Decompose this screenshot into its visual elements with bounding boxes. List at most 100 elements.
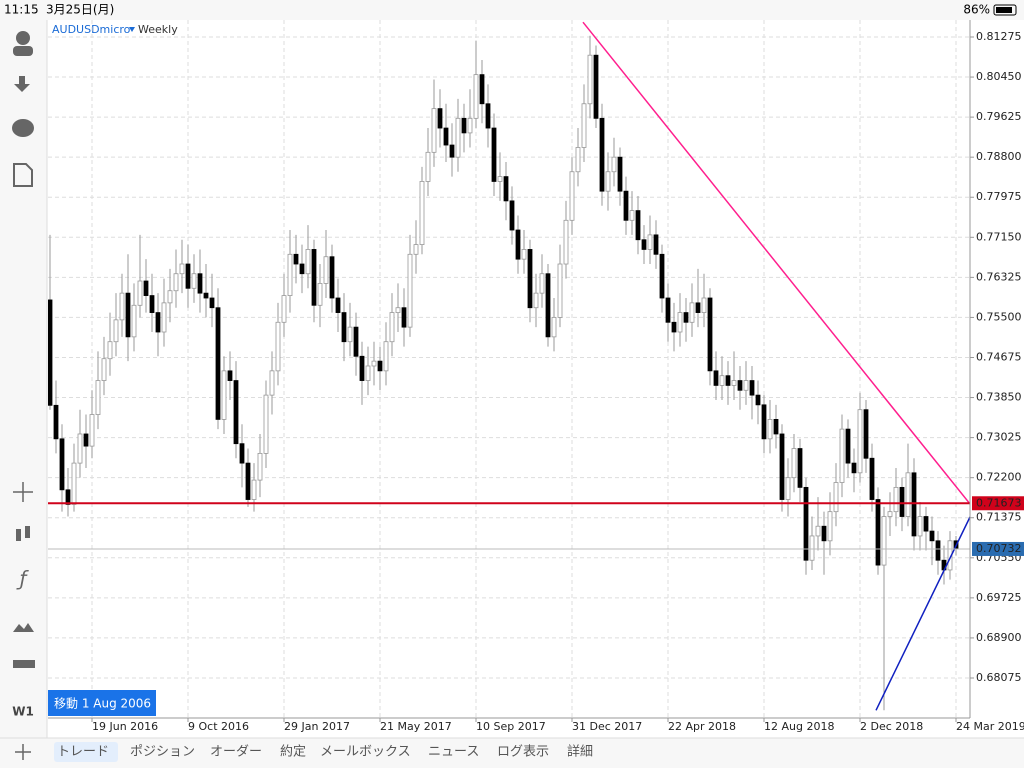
candle-body bbox=[287, 253, 293, 296]
y-tick-label: 0.75500 bbox=[976, 310, 1022, 323]
candle-body bbox=[359, 355, 365, 381]
candle-body bbox=[227, 370, 233, 381]
account-icon-body[interactable] bbox=[13, 46, 33, 56]
candle-body bbox=[491, 127, 497, 182]
crosshair-icon[interactable] bbox=[13, 482, 33, 502]
candle-body bbox=[251, 479, 257, 500]
y-tick-label: 0.77150 bbox=[976, 230, 1022, 243]
candle-body bbox=[803, 486, 809, 561]
tab[interactable]: オーダー bbox=[210, 745, 262, 760]
add-button[interactable] bbox=[15, 744, 31, 760]
trend-line bbox=[875, 515, 970, 711]
trade-icon[interactable] bbox=[14, 76, 30, 92]
toolbar-icons[interactable]: ƒ bbox=[12, 31, 35, 668]
candle-body bbox=[743, 380, 749, 391]
tab[interactable]: 詳細 bbox=[567, 744, 593, 760]
y-tick-label: 0.69725 bbox=[976, 591, 1022, 604]
candle-body bbox=[179, 263, 185, 275]
candle-body bbox=[653, 234, 659, 255]
tab[interactable]: メールボックス bbox=[320, 745, 411, 760]
candle-body bbox=[443, 127, 449, 146]
candle-body bbox=[119, 292, 125, 321]
plot-area bbox=[48, 20, 970, 718]
candle-body bbox=[677, 312, 683, 333]
candle-body bbox=[173, 273, 179, 292]
candle-body bbox=[605, 171, 611, 192]
y-tick-label: 0.71375 bbox=[976, 511, 1022, 524]
candle-body bbox=[869, 457, 875, 500]
y-tick-label: 0.80450 bbox=[976, 70, 1022, 83]
candle-body bbox=[815, 525, 821, 537]
candle-body bbox=[617, 156, 623, 192]
candle-body bbox=[107, 341, 113, 360]
candle-body bbox=[749, 380, 755, 396]
candle-body bbox=[53, 404, 59, 440]
y-tick-label: 0.77975 bbox=[976, 190, 1022, 203]
symbol-dropdown[interactable] bbox=[129, 27, 135, 32]
candle-body bbox=[215, 307, 221, 420]
candle-body bbox=[395, 307, 401, 313]
candle-body bbox=[659, 253, 665, 299]
price-tag-label: 0.71673 bbox=[976, 496, 1022, 509]
candle-body bbox=[413, 244, 419, 255]
tab[interactable]: ログ表示 bbox=[497, 745, 549, 760]
candle-body bbox=[467, 117, 473, 134]
candle-body bbox=[635, 210, 641, 241]
symbol-name[interactable]: AUDUSDmicro bbox=[52, 23, 131, 36]
new-order-icon[interactable] bbox=[13, 163, 33, 187]
x-tick-label: 12 Aug 2018 bbox=[764, 720, 834, 733]
candle-body bbox=[323, 256, 329, 284]
candle-body bbox=[311, 249, 317, 306]
candle-body bbox=[899, 486, 905, 517]
x-tick-label: 22 Apr 2018 bbox=[668, 720, 736, 733]
x-tick-label: 10 Sep 2017 bbox=[476, 720, 546, 733]
candle-body bbox=[263, 394, 269, 454]
tab[interactable]: トレード bbox=[57, 745, 109, 760]
candle-body bbox=[551, 317, 557, 338]
candle-body bbox=[539, 273, 545, 294]
candle-body bbox=[197, 273, 203, 294]
candle-body bbox=[293, 253, 299, 265]
candle-body bbox=[65, 489, 71, 505]
period-name: Weekly bbox=[138, 23, 178, 36]
timeframe-button[interactable]: W1 bbox=[12, 705, 34, 719]
y-tick-label: 0.73850 bbox=[976, 391, 1022, 404]
candle-body bbox=[389, 312, 395, 343]
chat-icon[interactable] bbox=[12, 119, 34, 137]
candle-body bbox=[191, 273, 197, 289]
candle-body bbox=[401, 307, 407, 328]
tab[interactable]: 約定 bbox=[280, 745, 306, 760]
candle-body bbox=[881, 516, 887, 566]
candle-body bbox=[593, 54, 599, 119]
y-tick-label: 0.68900 bbox=[976, 631, 1022, 644]
candle-body bbox=[473, 74, 479, 119]
account-icon[interactable] bbox=[16, 31, 30, 45]
candle-body bbox=[689, 302, 695, 323]
tab[interactable]: ニュース bbox=[428, 745, 479, 760]
indicator-icon[interactable]: ƒ bbox=[15, 567, 29, 591]
candle-body bbox=[221, 370, 227, 420]
template-icon[interactable] bbox=[13, 660, 35, 668]
candle-body bbox=[725, 375, 731, 386]
candle-body bbox=[59, 438, 65, 491]
candle-body bbox=[923, 516, 929, 532]
tab[interactable]: ポジション bbox=[130, 745, 195, 760]
price-tag-label: 0.70732 bbox=[976, 542, 1022, 555]
candle-body bbox=[737, 380, 743, 391]
candle-body bbox=[887, 511, 893, 517]
candle-body bbox=[707, 297, 713, 372]
candle-body bbox=[791, 448, 797, 479]
objects-icon[interactable] bbox=[13, 623, 34, 632]
battery-text: 86% bbox=[963, 3, 990, 17]
candle-body bbox=[275, 321, 281, 372]
candle-body bbox=[503, 176, 509, 202]
candle-icon-2[interactable] bbox=[25, 526, 30, 538]
candle-body bbox=[203, 292, 209, 299]
candle-icon[interactable] bbox=[16, 529, 21, 541]
candle-body bbox=[569, 171, 575, 221]
candle-body bbox=[875, 499, 881, 566]
scroll-label-box bbox=[48, 690, 156, 716]
candle-body bbox=[479, 74, 485, 105]
